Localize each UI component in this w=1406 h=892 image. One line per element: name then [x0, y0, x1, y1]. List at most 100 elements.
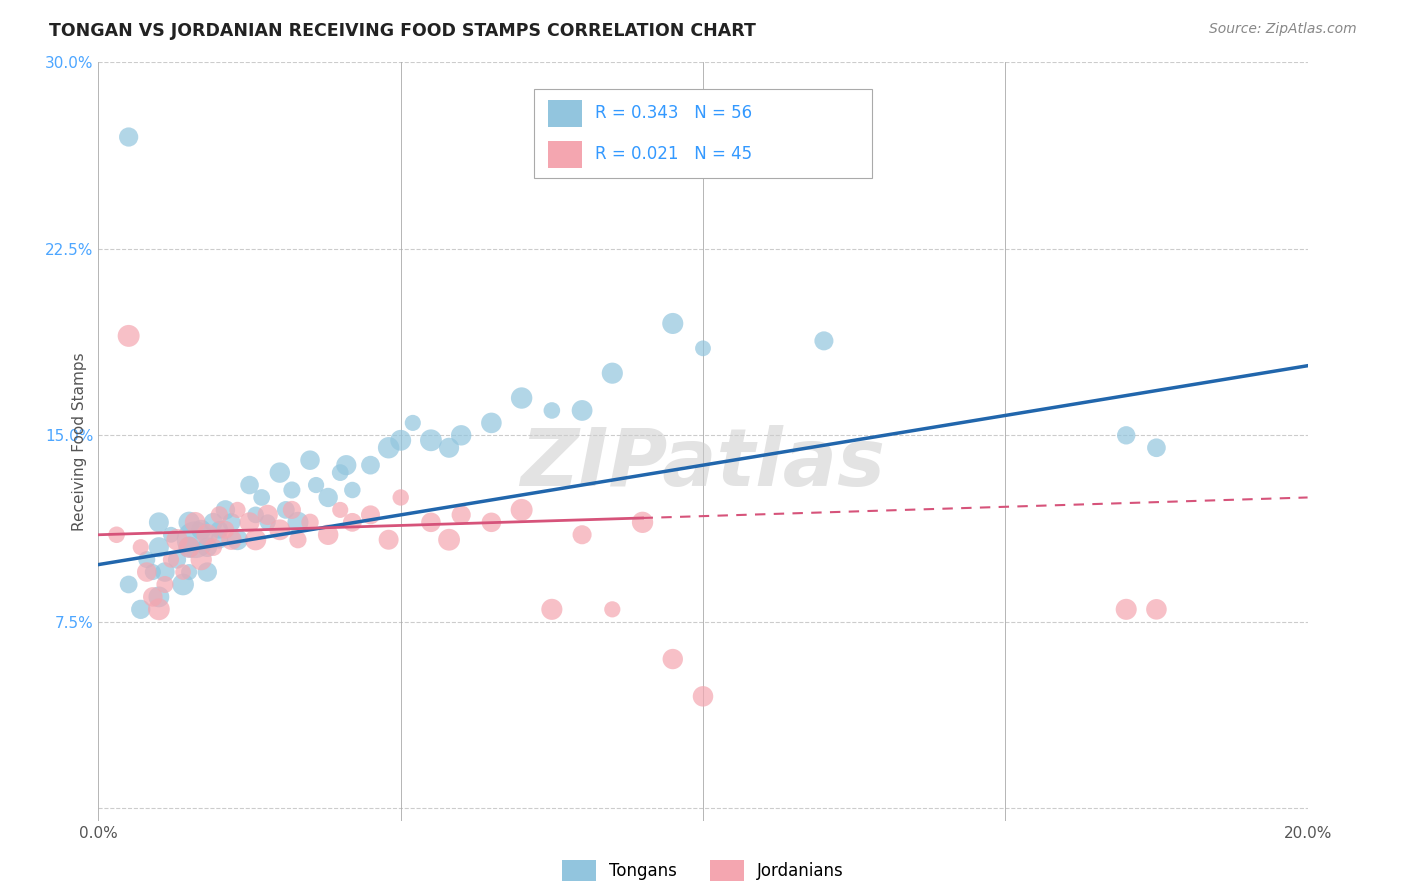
- Y-axis label: Receiving Food Stamps: Receiving Food Stamps: [72, 352, 87, 531]
- Point: [316, 491, 339, 505]
- Point: [602, 366, 624, 380]
- Point: [226, 503, 249, 517]
- Text: Source: ZipAtlas.com: Source: ZipAtlas.com: [1209, 22, 1357, 37]
- Point: [402, 416, 425, 430]
- Point: [153, 577, 176, 591]
- Point: [190, 523, 212, 537]
- Point: [316, 528, 339, 542]
- Point: [510, 503, 533, 517]
- Point: [692, 690, 714, 704]
- Point: [239, 516, 262, 530]
- Legend: Tongans, Jordanians: Tongans, Jordanians: [562, 860, 844, 880]
- Point: [208, 508, 231, 522]
- Point: [450, 508, 472, 522]
- Point: [377, 441, 399, 455]
- Point: [287, 533, 309, 547]
- Point: [571, 403, 593, 417]
- Point: [329, 503, 352, 517]
- Text: R = 0.021   N = 45: R = 0.021 N = 45: [595, 145, 752, 163]
- Point: [335, 458, 357, 472]
- Point: [305, 478, 328, 492]
- Point: [274, 503, 297, 517]
- Point: [118, 577, 141, 591]
- Point: [179, 540, 201, 554]
- Point: [329, 466, 352, 480]
- Point: [1115, 602, 1137, 616]
- Point: [377, 533, 399, 547]
- Point: [631, 516, 654, 530]
- Point: [118, 130, 141, 145]
- Point: [281, 483, 304, 497]
- Bar: [548, 141, 582, 168]
- Point: [813, 334, 835, 348]
- Point: [269, 523, 291, 537]
- Point: [202, 540, 225, 554]
- Point: [245, 508, 267, 522]
- Point: [129, 540, 152, 554]
- Point: [195, 528, 218, 542]
- Point: [195, 540, 218, 554]
- Point: [437, 533, 460, 547]
- Point: [166, 533, 188, 547]
- Point: [135, 552, 157, 566]
- Point: [661, 317, 683, 331]
- Point: [190, 552, 212, 566]
- Point: [256, 516, 278, 530]
- Point: [287, 516, 309, 530]
- Point: [179, 565, 201, 579]
- Point: [269, 466, 291, 480]
- Point: [245, 533, 267, 547]
- Point: [481, 516, 503, 530]
- Point: [389, 491, 412, 505]
- Point: [148, 516, 170, 530]
- Point: [250, 491, 273, 505]
- Point: [221, 533, 243, 547]
- Point: [208, 533, 231, 547]
- Point: [389, 434, 412, 448]
- Point: [1144, 602, 1167, 616]
- Point: [179, 540, 201, 554]
- Point: [142, 590, 165, 604]
- Bar: [548, 100, 582, 127]
- Point: [172, 577, 194, 591]
- Point: [602, 602, 624, 616]
- Point: [420, 434, 443, 448]
- Point: [1115, 428, 1137, 442]
- Point: [148, 590, 170, 604]
- Point: [360, 508, 382, 522]
- Point: [148, 540, 170, 554]
- Point: [299, 516, 322, 530]
- Point: [360, 458, 382, 472]
- Point: [571, 528, 593, 542]
- Point: [420, 516, 443, 530]
- Point: [135, 565, 157, 579]
- Point: [166, 552, 188, 566]
- Point: [208, 523, 231, 537]
- Point: [118, 329, 141, 343]
- Point: [437, 441, 460, 455]
- Point: [540, 403, 562, 417]
- Point: [184, 533, 207, 547]
- Point: [214, 523, 236, 537]
- Text: R = 0.343   N = 56: R = 0.343 N = 56: [595, 104, 752, 122]
- Point: [299, 453, 322, 467]
- Point: [256, 508, 278, 522]
- Point: [160, 528, 183, 542]
- Point: [172, 565, 194, 579]
- Point: [105, 528, 128, 542]
- Point: [239, 478, 262, 492]
- Point: [342, 516, 364, 530]
- Point: [481, 416, 503, 430]
- Text: TONGAN VS JORDANIAN RECEIVING FOOD STAMPS CORRELATION CHART: TONGAN VS JORDANIAN RECEIVING FOOD STAMP…: [49, 22, 756, 40]
- Point: [692, 341, 714, 355]
- Point: [281, 503, 304, 517]
- Point: [195, 565, 218, 579]
- FancyBboxPatch shape: [534, 89, 872, 178]
- Point: [129, 602, 152, 616]
- Point: [148, 602, 170, 616]
- Point: [226, 533, 249, 547]
- Point: [1144, 441, 1167, 455]
- Point: [160, 552, 183, 566]
- Point: [184, 516, 207, 530]
- Point: [510, 391, 533, 405]
